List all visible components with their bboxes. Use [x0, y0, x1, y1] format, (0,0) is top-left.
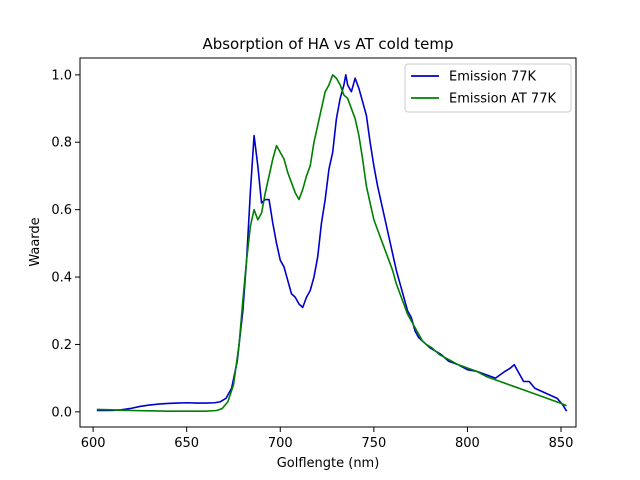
y-axis-ticks: 0.0 0.2 0.4 0.6 0.8 1.0 — [51, 68, 80, 420]
axes-frame — [79, 57, 577, 428]
y-tick-label: 0.0 — [51, 405, 72, 420]
x-tick-label: 850 — [549, 436, 574, 451]
x-axis-ticks: 600 650 700 750 800 850 — [81, 427, 574, 451]
y-tick-label: 0.4 — [51, 271, 72, 286]
chart-title: Absorption of HA vs AT cold temp — [202, 35, 453, 53]
x-tick-label: 650 — [174, 436, 199, 451]
series-line-1 — [96, 74, 568, 412]
legend-box — [404, 63, 572, 113]
y-tick-label: 0.8 — [51, 136, 72, 151]
legend: Emission 77K Emission AT 77K — [404, 63, 572, 113]
x-tick-label: 800 — [455, 436, 480, 451]
y-axis-label: Waarde — [28, 217, 43, 266]
series-line-2 — [96, 74, 567, 412]
y-tick-label: 0.2 — [51, 338, 72, 353]
y-tick-label: 1.0 — [51, 68, 72, 83]
x-tick-label: 700 — [268, 436, 293, 451]
legend-label-1: Emission 77K — [449, 70, 537, 85]
x-axis-label: Golflengte (nm) — [277, 456, 380, 471]
legend-label-2: Emission AT 77K — [449, 92, 556, 107]
x-tick-label: 750 — [361, 436, 386, 451]
series-layer — [96, 74, 568, 412]
plot-area — [79, 57, 577, 428]
x-tick-label: 600 — [81, 436, 106, 451]
y-tick-label: 0.6 — [51, 203, 72, 218]
